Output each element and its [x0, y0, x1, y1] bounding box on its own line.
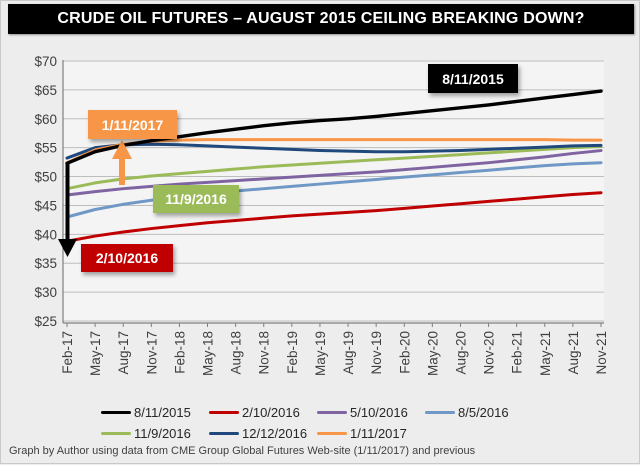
legend-label: 5/10/2016 [350, 405, 408, 420]
x-tick-label: Nov-21 [594, 331, 609, 375]
x-tick-label: Aug-18 [229, 331, 244, 375]
x-tick-label: Nov-17 [144, 331, 159, 375]
y-tick-label: $70 [34, 54, 57, 69]
y-tick-label: $55 [34, 141, 57, 156]
callout-2-10-2016: 2/10/2016 [81, 244, 173, 272]
legend-line-swatch-icon [101, 432, 131, 435]
legend-item: 1/11/2017 [317, 426, 425, 441]
y-tick-label: $35 [34, 256, 57, 271]
x-tick-label: Feb-20 [397, 331, 412, 374]
series-line-2-10-2016 [65, 191, 603, 243]
legend-item: 8/5/2016 [425, 405, 533, 420]
legend-line-swatch-icon [317, 432, 347, 435]
x-tick-label: Feb-17 [60, 331, 75, 374]
callout-1-11-2017: 1/11/2017 [88, 110, 177, 139]
source-attribution: Graph by Author using data from CME Grou… [9, 445, 476, 457]
y-tick-label: $45 [34, 198, 57, 213]
legend-item: 2/10/2016 [209, 405, 317, 420]
legend-label: 12/12/2016 [242, 426, 308, 441]
legend-label: 1/11/2017 [350, 426, 407, 441]
legend-row: 8/11/2015 2/10/2016 5/10/2016 8/5/2016 [101, 402, 571, 423]
price-rise-arrow-icon [112, 140, 132, 185]
legend-item: 12/12/2016 [209, 426, 317, 441]
chart-legend: 8/11/2015 2/10/2016 5/10/2016 8/5/2016 11/9/… [101, 402, 571, 444]
x-tick-label: Aug-21 [566, 331, 581, 375]
legend-line-swatch-icon [101, 411, 131, 414]
x-tick-label: May-21 [538, 331, 553, 376]
x-tick-label: May-17 [88, 331, 103, 376]
x-tick-label: Nov-20 [482, 331, 497, 375]
legend-label: 2/10/2016 [242, 405, 300, 420]
axes [62, 60, 604, 327]
legend-item: 11/9/2016 [101, 426, 209, 441]
legend-row: 11/9/2016 12/12/2016 1/11/2017 [101, 423, 571, 444]
series-line-12-12-2016 [65, 142, 603, 160]
x-tick-label: May-19 [313, 331, 328, 376]
x-tick-label: Feb-21 [510, 331, 525, 374]
x-tick-label: Aug-19 [341, 331, 356, 375]
y-axis-tick-labels: $25 $30 $35 $40 $45 $50 $55 $60 $65 $70 [34, 54, 57, 329]
callout-11-9-2016: 11/9/2016 [153, 185, 239, 213]
x-tick-label: May-18 [201, 331, 216, 376]
x-tick-label: Aug-20 [453, 331, 468, 375]
x-tick-label: Feb-19 [285, 331, 300, 374]
x-axis-tick-labels: Feb-17 May-17 Aug-17 Nov-17 Feb-18 May-18 Aug-… [60, 331, 609, 376]
callout-8-11-2015: 8/11/2015 [428, 64, 518, 93]
x-tick-label: Aug-17 [116, 331, 131, 375]
legend-label: 8/5/2016 [458, 405, 509, 420]
x-tick-label: Feb-18 [172, 331, 187, 374]
x-tick-label: May-20 [425, 331, 440, 376]
y-tick-label: $40 [34, 227, 57, 242]
legend-line-swatch-icon [317, 411, 347, 414]
y-tick-label: $65 [34, 83, 57, 98]
legend-line-swatch-icon [209, 432, 239, 435]
legend-label: 8/11/2015 [134, 405, 191, 420]
y-tick-label: $25 [34, 314, 57, 329]
legend-item: 8/11/2015 [101, 405, 209, 420]
y-tick-label: $30 [34, 285, 57, 300]
y-tick-label: $50 [34, 170, 57, 185]
chart-title: CRUDE OIL FUTURES – AUGUST 2015 CEILING … [8, 4, 634, 34]
legend-label: 11/9/2016 [134, 426, 191, 441]
x-tick-label: Nov-19 [369, 331, 384, 375]
price-drop-arrow-icon [58, 164, 77, 257]
series-line-8-11-2015 [65, 89, 603, 165]
series-line-11-9-2016 [65, 145, 603, 191]
x-tick-label: Nov-18 [257, 331, 272, 375]
legend-item: 5/10/2016 [317, 405, 425, 420]
y-tick-label: $60 [34, 112, 57, 127]
legend-line-swatch-icon [209, 411, 239, 414]
legend-line-swatch-icon [425, 411, 455, 414]
